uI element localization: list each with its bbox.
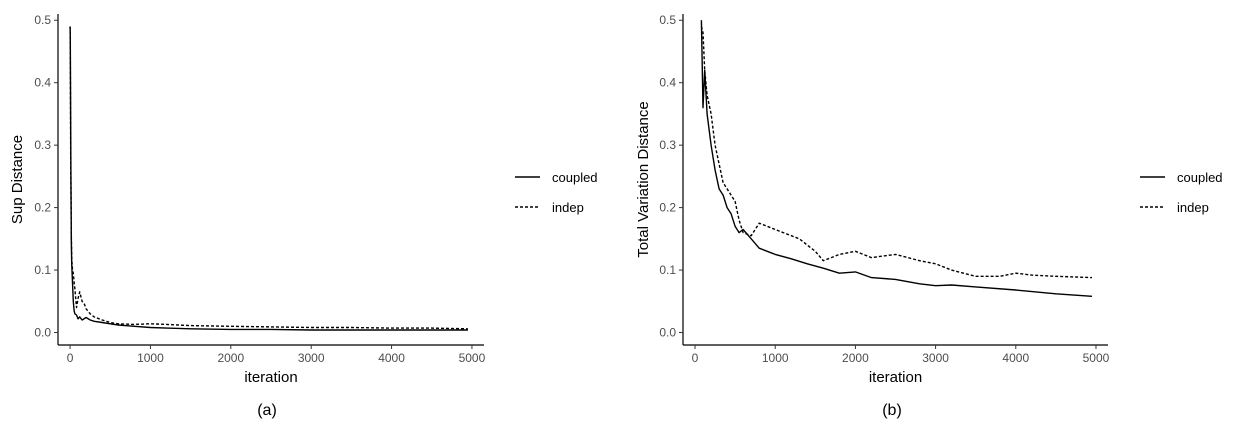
y-tick-label: 0.3 [34,138,51,152]
y-axis-title: Total Variation Distance [635,101,652,257]
x-tick-label: 4000 [378,351,405,365]
legend-label-coupled: coupled [552,170,598,185]
y-tick-label: 0.2 [659,201,676,215]
panel-caption: (a) [257,402,277,419]
panel-caption: (b) [882,402,902,419]
legend-label-indep: indep [552,200,584,215]
x-tick-label: 2000 [217,351,244,365]
legend-label-coupled: coupled [1177,170,1223,185]
x-tick-label: 4000 [1002,351,1029,365]
y-tick-label: 0.1 [34,263,51,277]
series-line-indep [700,26,1093,279]
y-tick-label: 0.0 [659,326,676,340]
x-tick-label: 3000 [922,351,949,365]
y-axis-title: Sup Distance [9,135,26,224]
y-tick-label: 0.1 [659,263,676,277]
x-tick-label: 1000 [762,351,789,365]
legend: coupled indep [1140,170,1223,215]
x-tick-label: 3000 [298,351,325,365]
legend-label-indep: indep [1177,200,1209,215]
x-tick-label: 2000 [842,351,869,365]
x-axis-title: iteration [244,369,297,386]
y-tick-label: 0.0 [34,326,51,340]
y-tick-label: 0.2 [34,201,51,215]
y-tick-label: 0.5 [34,13,51,27]
panel-a: 0.0 0.1 0.2 0.3 0.4 0.5 0 1000 2000 3000 4000 5000 i… [9,13,598,419]
y-tick-label: 0.4 [34,76,51,90]
x-tick-label: 0 [692,351,699,365]
y-tick-label: 0.3 [659,138,676,152]
x-tick-label: 0 [67,351,74,365]
x-tick-label: 5000 [459,351,486,365]
series-line-indep [69,26,468,330]
x-axis-title: iteration [869,369,922,386]
legend: coupled indep [515,170,598,215]
panel-b: 0.0 0.1 0.2 0.3 0.4 0.5 0 1000 2000 3000 4000 5000 i… [635,13,1223,419]
x-tick-label: 1000 [137,351,164,365]
x-tick-label: 5000 [1083,351,1110,365]
y-tick-label: 0.5 [659,13,676,27]
y-tick-label: 0.4 [659,76,676,90]
series-line-coupled [700,20,1093,297]
series-line-coupled [69,26,468,331]
